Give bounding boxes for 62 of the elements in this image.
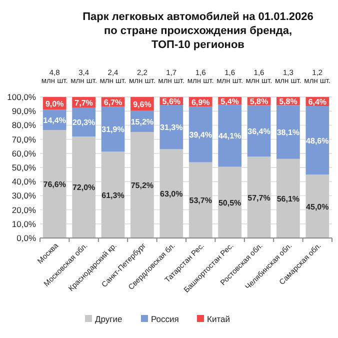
data-label: 31,3% — [160, 123, 183, 132]
y-tick-label: 20,0% — [12, 204, 36, 215]
data-label: 5,6% — [162, 97, 181, 106]
data-label: 14,4% — [43, 116, 66, 125]
data-label: 5,8% — [250, 97, 268, 106]
data-label: 75,2% — [130, 180, 154, 190]
bar — [160, 149, 184, 238]
data-label: 5,8% — [279, 97, 298, 106]
data-label: 44,1% — [218, 132, 242, 141]
bar — [72, 136, 96, 238]
bar — [160, 105, 184, 150]
bar — [306, 174, 330, 238]
data-label: 36,4% — [248, 126, 270, 136]
y-tick-label: 30,0% — [12, 190, 36, 201]
data-label: 9,0% — [45, 99, 64, 108]
data-label: 38,1% — [276, 128, 300, 138]
data-label: 7,7% — [74, 98, 93, 108]
legend-label: Китай — [207, 314, 230, 324]
data-label: 57,7% — [248, 193, 270, 202]
data-label: 6,9% — [191, 98, 210, 107]
bar — [101, 106, 125, 152]
data-label: 6,4% — [308, 98, 327, 107]
data-label: 72,0% — [72, 183, 96, 192]
data-label: 15,2% — [130, 117, 154, 126]
data-label: 61,3% — [102, 190, 124, 200]
chart-title: Парк легковых автомобилей на 01.01.2026 по стране происхождения бренда, ТОП-10 регионов — [82, 11, 314, 51]
legend-label: Другие — [95, 314, 122, 324]
legend-label: Россия — [151, 314, 180, 324]
bar — [42, 130, 66, 238]
data-label: 56,1% — [276, 194, 300, 204]
data-label: 9,6% — [133, 100, 152, 109]
bar — [247, 156, 271, 238]
bar — [218, 104, 242, 167]
y-tick-label: 60,0% — [12, 148, 36, 158]
y-tick-label: 70,0% — [12, 134, 36, 144]
data-label: 53,7% — [189, 196, 212, 206]
y-tick-label: 0,0% — [16, 233, 36, 243]
bar — [276, 158, 300, 238]
bar — [130, 132, 154, 238]
data-label: 5,4% — [220, 96, 239, 106]
data-label: 63,0% — [160, 190, 183, 199]
bar — [247, 105, 271, 157]
data-label: 20,3% — [72, 118, 96, 128]
y-tick-label: 50,0% — [12, 162, 36, 172]
bar — [188, 162, 212, 238]
bar — [276, 105, 300, 159]
data-label: 31,9% — [102, 125, 124, 134]
data-label: 50,5% — [218, 198, 242, 208]
data-label: 39,4% — [189, 130, 212, 140]
y-tick-label: 10,0% — [12, 218, 36, 229]
bar — [188, 106, 212, 162]
y-tick-label: 80,0% — [12, 120, 36, 130]
y-tick-label: 100,0% — [7, 92, 36, 102]
y-tick-label: 40,0% — [12, 176, 36, 187]
y-tick-label: 90,0% — [12, 106, 36, 116]
data-label: 48,6% — [306, 136, 329, 146]
bar — [218, 166, 242, 238]
bar — [101, 152, 125, 238]
bar — [306, 106, 330, 175]
data-label: 45,0% — [306, 202, 329, 212]
data-label: 76,6% — [43, 180, 66, 189]
data-label: 6,7% — [104, 98, 122, 107]
